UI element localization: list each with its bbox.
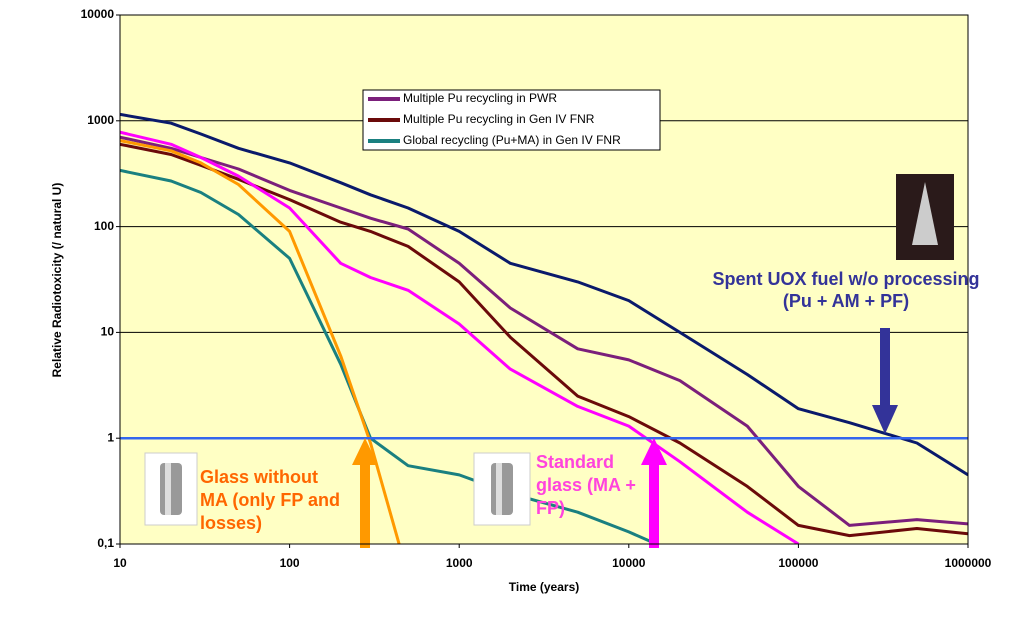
x-tick-label: 10000	[612, 556, 646, 570]
annotation: Spent UOX fuel w/o processing	[712, 269, 979, 289]
series-line	[120, 130, 800, 544]
annotation: losses)	[200, 513, 262, 533]
series-line	[120, 135, 968, 527]
y-tick-label: 10	[101, 325, 115, 339]
annotation: Standard	[536, 452, 614, 472]
legend-label: Global recycling (Pu+MA) in Gen IV FNR	[403, 133, 621, 147]
annotation: FP)	[536, 498, 565, 518]
x-tick-label: 1000000	[945, 556, 992, 570]
annotation: glass (MA +	[536, 475, 636, 495]
y-axis-label: Relative Radiotoxicity (/ natural U)	[50, 183, 64, 378]
x-axis-label: Time (years)	[509, 580, 579, 594]
series-line	[120, 142, 968, 538]
annotations: Glass without MA (only FP and losses) Stand…	[200, 269, 980, 533]
arrow	[872, 328, 898, 434]
y-tick-label: 10000	[81, 7, 115, 21]
legend-label: Multiple Pu recycling in PWR	[403, 91, 557, 105]
x-tick-label: 10	[113, 556, 127, 570]
y-tick-label: 1000	[87, 113, 114, 127]
annotation: MA (only FP and	[200, 490, 340, 510]
arrow	[641, 438, 667, 548]
plot-frame	[119, 14, 969, 545]
y-tick-label: 1	[107, 430, 114, 444]
lines	[120, 112, 968, 544]
arrow	[352, 438, 378, 548]
icon	[144, 452, 198, 526]
icon	[473, 452, 531, 526]
icon	[896, 174, 954, 260]
annotation: Glass without	[200, 467, 318, 487]
annotation: (Pu + AM + PF)	[783, 291, 909, 311]
series-line	[120, 139, 401, 544]
series-line	[120, 112, 968, 477]
legend: Multiple Pu recycling in PWR Multiple Pu …	[362, 89, 661, 151]
x-tick-label: 100000	[778, 556, 818, 570]
x-tick-label: 1000	[446, 556, 473, 570]
x-tick-label: 100	[280, 556, 300, 570]
y-tick-label: 0,1	[97, 536, 114, 550]
legend-label: Multiple Pu recycling in Gen IV FNR	[403, 112, 595, 126]
y-tick-label: 100	[94, 219, 114, 233]
